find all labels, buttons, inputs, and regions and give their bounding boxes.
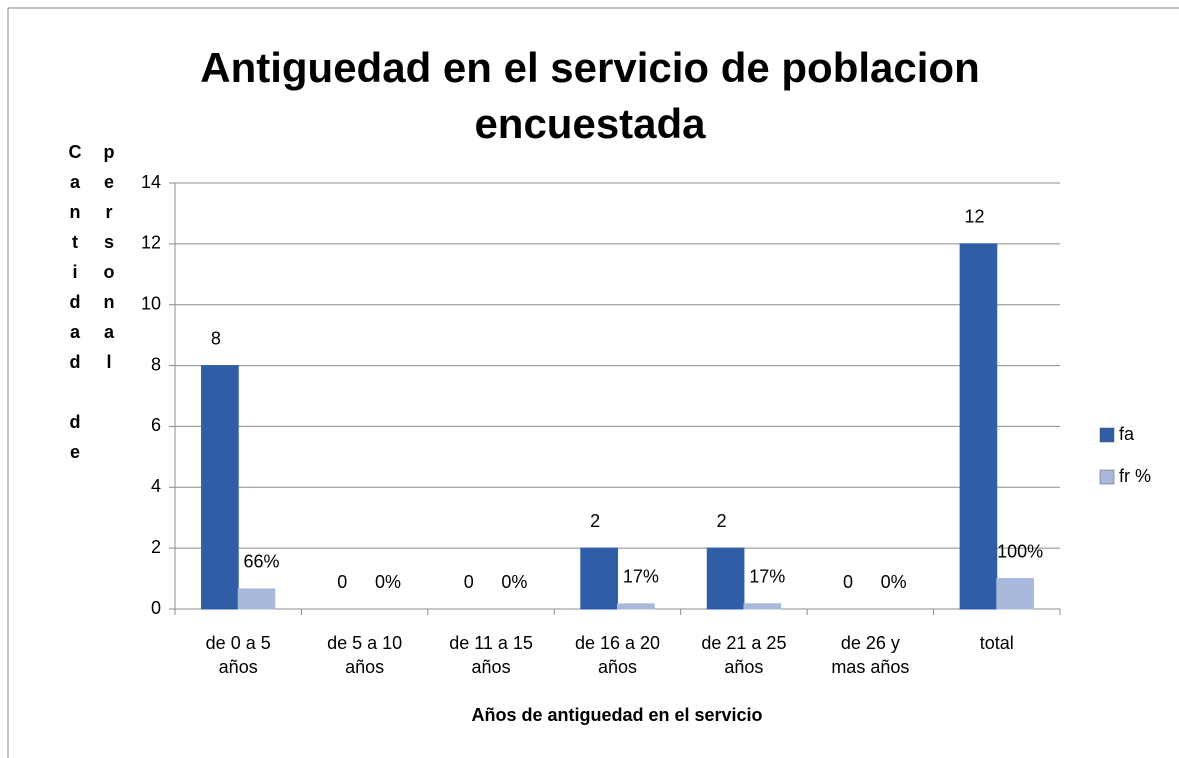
legend-label: fa bbox=[1119, 424, 1135, 444]
x-tick-label: de 5 a 10 años bbox=[327, 633, 403, 677]
legend-swatch bbox=[1099, 469, 1115, 485]
bar bbox=[996, 578, 1034, 610]
x-tick-label: de 21 a 25 años bbox=[701, 633, 787, 677]
data-label: 66% bbox=[244, 552, 280, 572]
bar bbox=[706, 547, 745, 610]
data-label: 17% bbox=[749, 567, 785, 587]
y-tick-label: 6 bbox=[151, 415, 161, 435]
x-tick-label: de 0 a 5 años bbox=[205, 633, 271, 677]
bar bbox=[580, 547, 618, 610]
data-label: 8 bbox=[211, 328, 221, 348]
x-axis-label: Años de antiguedad en el servicio bbox=[471, 705, 763, 725]
legend-swatch bbox=[1099, 427, 1115, 443]
bar bbox=[959, 243, 998, 610]
y-tick-label: 10 bbox=[141, 293, 161, 313]
x-tick-label: total bbox=[979, 633, 1014, 653]
data-label: 12 bbox=[964, 207, 984, 227]
y-tick-label: 14 bbox=[141, 172, 161, 192]
data-label: 0% bbox=[501, 572, 527, 592]
x-tick-label: de 16 a 20 años bbox=[574, 633, 661, 677]
y-tick-label: 12 bbox=[141, 233, 161, 253]
data-label: 100% bbox=[997, 541, 1043, 561]
data-label: 2 bbox=[717, 511, 727, 531]
data-label: 2 bbox=[590, 511, 600, 531]
bar bbox=[201, 365, 239, 610]
y-tick-label: 0 bbox=[151, 598, 161, 618]
data-label: 0 bbox=[843, 572, 853, 592]
y-tick-label: 8 bbox=[151, 354, 161, 374]
y-tick-label: 2 bbox=[151, 537, 161, 557]
y-axis-label: Cantidad de personal bbox=[65, 142, 119, 472]
chart-frame bbox=[7, 7, 1179, 758]
bar bbox=[743, 603, 782, 610]
data-label: 0 bbox=[337, 572, 347, 592]
data-label: 0 bbox=[464, 572, 474, 592]
data-label: 17% bbox=[623, 567, 659, 587]
y-tick-label: 4 bbox=[151, 476, 161, 496]
bar bbox=[617, 603, 655, 610]
data-label: 0% bbox=[375, 572, 401, 592]
legend-label: fr % bbox=[1119, 466, 1151, 486]
x-tick-label: de 11 a 15 años bbox=[449, 633, 533, 677]
chart-title: Antiguedad en el servicio de poblacion e… bbox=[200, 44, 980, 147]
bar bbox=[237, 588, 276, 610]
x-tick-label: de 26 y mas años bbox=[831, 633, 910, 677]
data-label: 0% bbox=[881, 572, 907, 592]
